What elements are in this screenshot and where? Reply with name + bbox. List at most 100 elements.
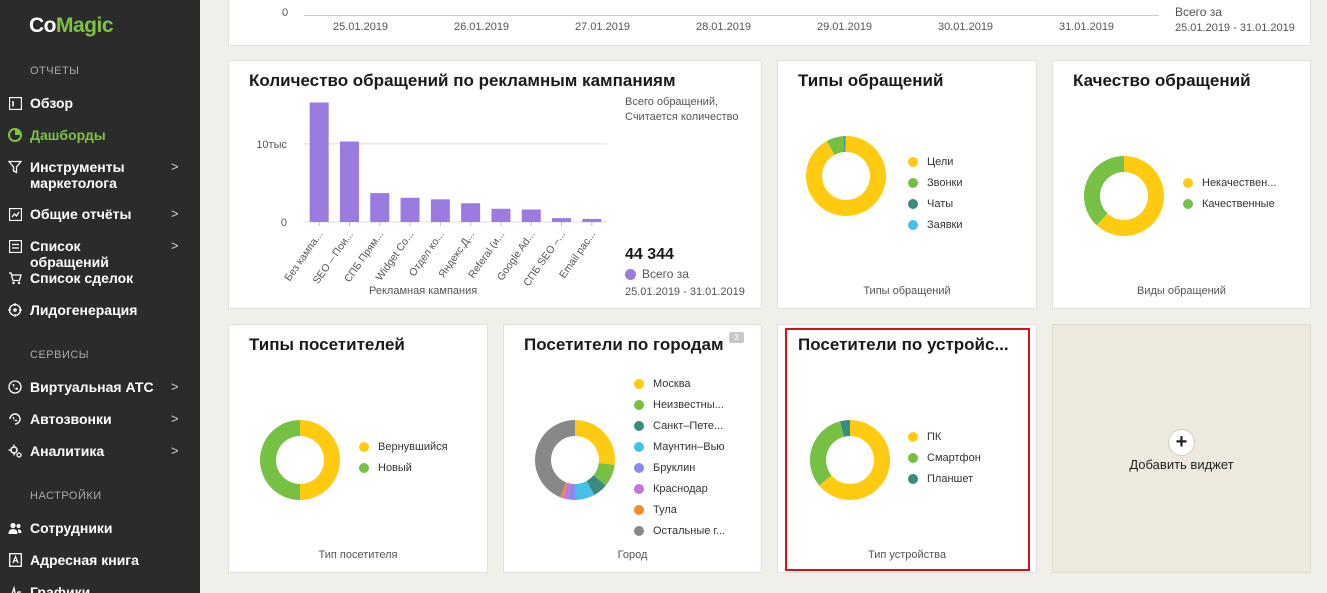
legend-item[interactable]: Санкт–Пете... [634,415,725,436]
filter-icon [7,159,23,175]
legend-item[interactable]: Краснодар [634,478,725,499]
total-value: 44 344 [625,246,674,263]
legend-dot [634,462,644,473]
legend-item[interactable]: Заявки [908,214,963,235]
legend-item[interactable]: Бруклин [634,457,725,478]
sidebar-item-autocalls[interactable]: Автозвонки > [0,411,200,429]
legend-dot [1183,198,1193,209]
period-label: 25.01.2019 - 31.01.2019 [1175,22,1295,34]
visitor-types-legend: Вернувшийся Новый [359,436,448,478]
legend-item[interactable]: ПК [908,426,981,447]
visitor-devices-card[interactable]: Посетители по устройс... ПК Смартфон Планш… [777,324,1037,573]
legend-item[interactable]: Москва [634,373,725,394]
sidebar-item-general-reports[interactable]: Общие отчёты > [0,206,200,224]
legend-label: Заявки [927,218,963,231]
legend-label: Качественные [1202,197,1275,210]
sidebar-item-address-book[interactable]: Адресная книга [0,552,200,570]
chevron-right-icon: > [171,238,179,253]
legend-dot [908,219,918,230]
legend-item[interactable]: Остальные г... [634,520,725,541]
sidebar-item-marketing-tools[interactable]: Инструменты маркетолога > [0,159,200,193]
legend-dot [634,420,644,431]
visitor-devices-legend: ПК Смартфон Планшет [908,426,981,489]
legend-item[interactable]: Качественные [1183,193,1276,214]
legend-item[interactable]: Смартфон [908,447,981,468]
sidebar-item-employees[interactable]: Сотрудники [0,520,200,538]
x-axis-date-label: 26.01.2019 [454,21,510,33]
section-label-settings: НАСТРОЙКИ [30,490,102,502]
donut-slice [1084,156,1124,226]
legend-item[interactable]: Новый [359,457,448,478]
legend-item[interactable]: Тула [634,499,725,520]
sidebar-item-deals-list[interactable]: Список сделок [0,270,200,288]
y-tick-label: 10тыс [256,139,287,151]
legend-label: Остальные г... [653,524,726,537]
list-icon [7,238,23,254]
bar [430,199,450,222]
sidebar-item-analytics[interactable]: Аналитика > [0,443,200,461]
visitor-types-card[interactable]: Типы посетителей Вернувшийся Новый Тип по… [228,324,488,573]
plus-icon: + [1168,429,1195,456]
donut-slice [843,136,846,153]
sidebar-item-activity-charts[interactable]: Графики активности [0,584,200,593]
bar [400,197,420,222]
legend-label: Некачествен... [1202,176,1277,189]
legend-label: Планшет [927,472,974,485]
y-axis-zero-label: 0 [282,7,289,19]
total-label: Всего за [642,267,689,281]
visitor-cities-card[interactable]: Посетители по городам Москва Неизвестны..… [503,324,762,573]
activity-icon [7,584,23,593]
add-widget-label: Добавить виджет [1129,457,1234,472]
request-types-card[interactable]: Типы обращений Цели Звонки Чаты Заявки Типы… [777,60,1037,309]
chart-icon [7,206,23,222]
card-footer: Тип посетителя [318,549,398,561]
campaigns-card[interactable]: Количество обращений по рекламным кампан… [228,60,762,309]
sidebar-item-dashboards[interactable]: Дашборды [0,127,200,145]
bar [370,193,390,222]
donut-slice [575,420,615,466]
section-label-reports: ОТЧЕТЫ [30,65,80,77]
legend-item[interactable]: Чаты [908,193,963,214]
sidebar-item-request-list[interactable]: Список обращений > [0,238,200,270]
donut-slice [535,420,575,498]
legend-item[interactable]: Звонки [908,172,963,193]
x-axis-date-label: 25.01.2019 [333,21,389,33]
legend-dot [908,156,918,167]
bar [461,203,481,222]
sidebar-item-overview[interactable]: Обзор [0,95,200,113]
legend-item[interactable]: Маунтин–Вью [634,436,725,457]
legend-label: Москва [653,377,691,390]
autocall-icon [7,411,23,427]
bar [552,218,572,222]
donut-slice [840,420,850,437]
x-axis-line [304,15,1159,16]
total-legend: Всего за [625,267,689,281]
card-footer: Виды обращений [1137,285,1226,297]
request-quality-card[interactable]: Качество обращений Некачествен... Качеств… [1052,60,1311,309]
phone-icon [7,379,23,395]
report-icon [7,95,23,111]
legend-item[interactable]: Неизвестны... [634,394,725,415]
add-widget-button[interactable]: + Добавить виджет [1052,324,1311,573]
comment-count-badge[interactable]: 3 [729,332,744,343]
legend-dot [908,198,918,209]
chevron-right-icon: > [171,159,179,174]
comagic-logo[interactable]: CoMagic [29,14,114,37]
addressbook-icon [7,552,23,568]
chart-subtitle-1: Всего обращений, [625,96,719,108]
chart-subtitle-2: Считается количество [625,111,739,123]
legend-item[interactable]: Цели [908,151,963,172]
sidebar-item-pbx[interactable]: Виртуальная АТС > [0,379,200,397]
donut-slice [575,481,595,500]
sidebar-item-leadgen[interactable]: Лидогенерация [0,302,200,320]
legend-label: Цели [927,155,954,168]
x-axis-title: Рекламная кампания [369,285,478,297]
legend-item[interactable]: Вернувшийся [359,436,448,457]
x-axis-date-label: 27.01.2019 [575,21,631,33]
series-dot [625,268,636,280]
legend-item[interactable]: Планшет [908,468,981,489]
visitor-cities-legend: Москва Неизвестны... Санкт–Пете... Маунтин–… [634,373,725,541]
timeline-card: 0 25.01.2019 26.01.2019 27.01.2019 28.01.20… [228,0,1311,46]
pie-icon [7,127,23,143]
legend-item[interactable]: Некачествен... [1183,172,1276,193]
